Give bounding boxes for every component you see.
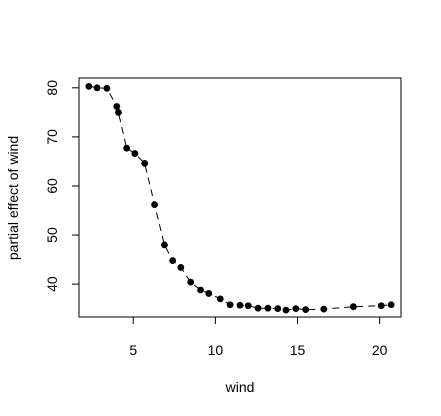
- data-point: [236, 301, 244, 309]
- data-point: [216, 295, 224, 303]
- x-tick-label: 10: [208, 342, 224, 358]
- series-line: [88, 85, 392, 311]
- data-point: [169, 257, 177, 264]
- y-tick-label: 60: [44, 178, 60, 194]
- data-point: [387, 301, 395, 309]
- x-tick-label: 20: [372, 342, 388, 358]
- data-point: [123, 144, 131, 152]
- data-point: [187, 278, 195, 286]
- data-point: [85, 82, 93, 90]
- data-point: [161, 241, 168, 249]
- x-tick-label: 5: [129, 342, 137, 358]
- x-tick-label: 15: [290, 342, 306, 358]
- data-point: [151, 201, 158, 209]
- data-point: [226, 301, 234, 309]
- data-point: [113, 103, 121, 110]
- data-point: [177, 264, 185, 271]
- y-tick-label: 80: [44, 80, 60, 96]
- y-tick-label: 50: [44, 227, 60, 243]
- data-point: [244, 302, 252, 310]
- data-point: [141, 159, 149, 167]
- series-points-group: [85, 82, 395, 314]
- data-point: [282, 306, 290, 314]
- data-point: [302, 306, 310, 314]
- data-point: [197, 286, 204, 294]
- data-point: [292, 305, 300, 313]
- data-point: [205, 290, 213, 297]
- data-point: [115, 108, 122, 116]
- x-axis-title: wind: [225, 379, 255, 395]
- y-tick-label: 40: [44, 276, 60, 292]
- y-axis-title: partial effect of wind: [5, 136, 21, 260]
- data-point: [254, 304, 262, 312]
- data-point: [320, 305, 328, 313]
- data-point: [377, 302, 385, 310]
- data-point: [131, 150, 139, 157]
- y-axis: 40 50 60 70 80: [44, 80, 80, 292]
- data-point: [274, 305, 282, 313]
- x-axis: 5 10 15 20: [129, 316, 388, 358]
- data-point: [349, 303, 357, 311]
- data-point: [103, 84, 111, 92]
- series-line-group: [88, 85, 392, 311]
- data-point: [264, 304, 272, 312]
- plot-frame: [78, 77, 402, 318]
- data-point: [93, 84, 101, 92]
- y-tick-label: 70: [44, 129, 60, 145]
